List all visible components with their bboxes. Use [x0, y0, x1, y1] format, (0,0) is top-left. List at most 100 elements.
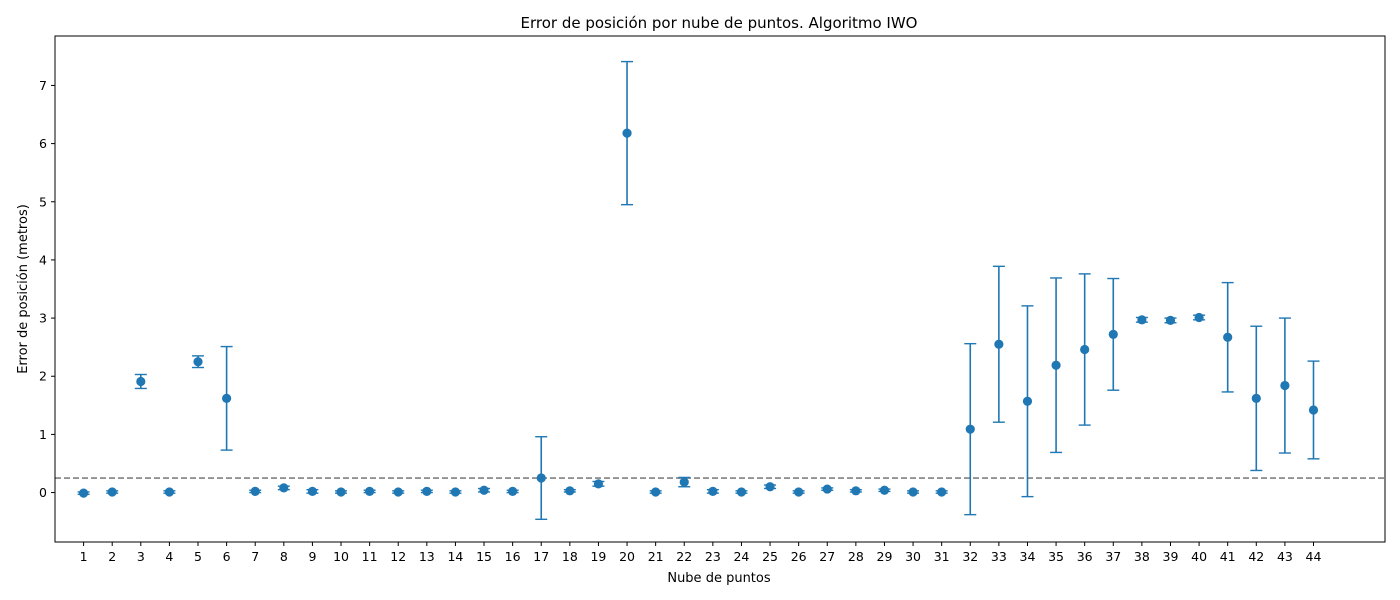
x-tick-label: 21 [648, 549, 664, 564]
data-point [908, 487, 918, 497]
chart-title: Error de posición por nube de puntos. Al… [521, 14, 918, 32]
data-point [79, 488, 89, 498]
x-tick-label: 44 [1306, 549, 1322, 564]
x-tick-label: 15 [476, 549, 492, 564]
x-tick-label: 32 [962, 549, 978, 564]
x-tick-label: 40 [1191, 549, 1207, 564]
x-tick-label: 30 [905, 549, 921, 564]
x-tick-label: 5 [194, 549, 202, 564]
data-point [222, 393, 232, 403]
data-point [794, 487, 804, 497]
data-point [851, 486, 861, 496]
data-point [1022, 396, 1033, 406]
data-point [1223, 332, 1233, 342]
data-point [651, 487, 661, 497]
data-point [736, 487, 747, 497]
y-tick-label: 4 [39, 252, 47, 267]
x-tick-label: 22 [676, 549, 692, 564]
x-tick-label: 34 [1020, 549, 1036, 564]
data-point [822, 484, 832, 494]
data-point [479, 485, 489, 495]
data-point [193, 357, 203, 367]
x-tick-label: 1 [80, 549, 88, 564]
y-tick-label: 2 [39, 369, 47, 384]
data-point [1165, 315, 1176, 326]
data-point [593, 479, 604, 489]
x-tick-label: 16 [505, 549, 521, 564]
data-point [994, 339, 1004, 349]
data-point [765, 482, 775, 492]
y-axis-label: Error de posición (metros) [16, 204, 31, 374]
data-point [450, 487, 461, 497]
x-tick-label: 27 [819, 549, 835, 564]
x-tick-label: 33 [991, 549, 1007, 564]
x-tick-label: 7 [251, 549, 259, 564]
y-tick-label: 1 [39, 427, 47, 442]
x-tick-label: 29 [877, 549, 893, 564]
data-point [965, 424, 975, 434]
x-tick-label: 39 [1163, 549, 1179, 564]
data-point [279, 483, 289, 493]
x-tick-label: 11 [362, 549, 378, 564]
y-tick-label: 3 [39, 311, 47, 326]
x-tick-label: 10 [333, 549, 349, 564]
data-point [107, 487, 117, 497]
x-tick-label: 12 [390, 549, 406, 564]
x-tick-label: 13 [419, 549, 435, 564]
x-tick-label: 8 [280, 549, 288, 564]
x-tick-label: 20 [619, 549, 635, 564]
x-tick-label: 25 [762, 549, 778, 564]
x-tick-label: 41 [1220, 549, 1236, 564]
data-point [879, 485, 890, 495]
y-tick-label: 6 [39, 136, 47, 151]
data-point [536, 473, 546, 483]
data-point [1308, 405, 1319, 415]
x-tick-label: 36 [1077, 549, 1093, 564]
x-tick-label: 37 [1105, 549, 1121, 564]
data-point [565, 486, 575, 496]
x-tick-label: 2 [108, 549, 116, 564]
data-point [1051, 360, 1061, 370]
x-tick-label: 19 [590, 549, 606, 564]
x-tick-label: 3 [137, 549, 145, 564]
y-tick-label: 5 [39, 194, 47, 209]
x-tick-label: 23 [705, 549, 721, 564]
data-point [136, 376, 146, 387]
x-tick-label: 31 [934, 549, 950, 564]
x-tick-label: 42 [1248, 549, 1264, 564]
x-tick-label: 14 [447, 549, 463, 564]
x-tick-label: 43 [1277, 549, 1293, 564]
data-point [1108, 329, 1118, 339]
data-point [508, 486, 518, 496]
data-point [622, 128, 632, 138]
x-tick-label: 26 [791, 549, 807, 564]
x-tick-label: 4 [165, 549, 173, 564]
x-tick-label: 28 [848, 549, 864, 564]
x-tick-label: 35 [1048, 549, 1064, 564]
data-point [1080, 344, 1090, 355]
data-point [1280, 380, 1290, 391]
data-point [307, 486, 318, 496]
y-tick-label: 0 [39, 485, 47, 500]
data-point [365, 486, 375, 496]
data-point [1251, 393, 1261, 403]
data-point [336, 487, 346, 497]
x-tick-label: 9 [308, 549, 316, 564]
data-point [164, 487, 175, 497]
data-point [393, 487, 403, 497]
y-tick-label: 7 [39, 78, 47, 93]
plot-frame [54, 35, 1386, 543]
data-point [679, 477, 689, 487]
x-tick-label: 18 [562, 549, 578, 564]
data-point [422, 486, 432, 496]
x-tick-label: 38 [1134, 549, 1150, 564]
x-axis-label: Nube de puntos [667, 571, 771, 586]
data-point [250, 486, 260, 496]
data-point [708, 486, 718, 496]
x-tick-label: 6 [223, 549, 231, 564]
x-tick-label: 17 [533, 549, 549, 564]
data-point [937, 487, 947, 497]
x-tick-label: 24 [733, 549, 749, 564]
